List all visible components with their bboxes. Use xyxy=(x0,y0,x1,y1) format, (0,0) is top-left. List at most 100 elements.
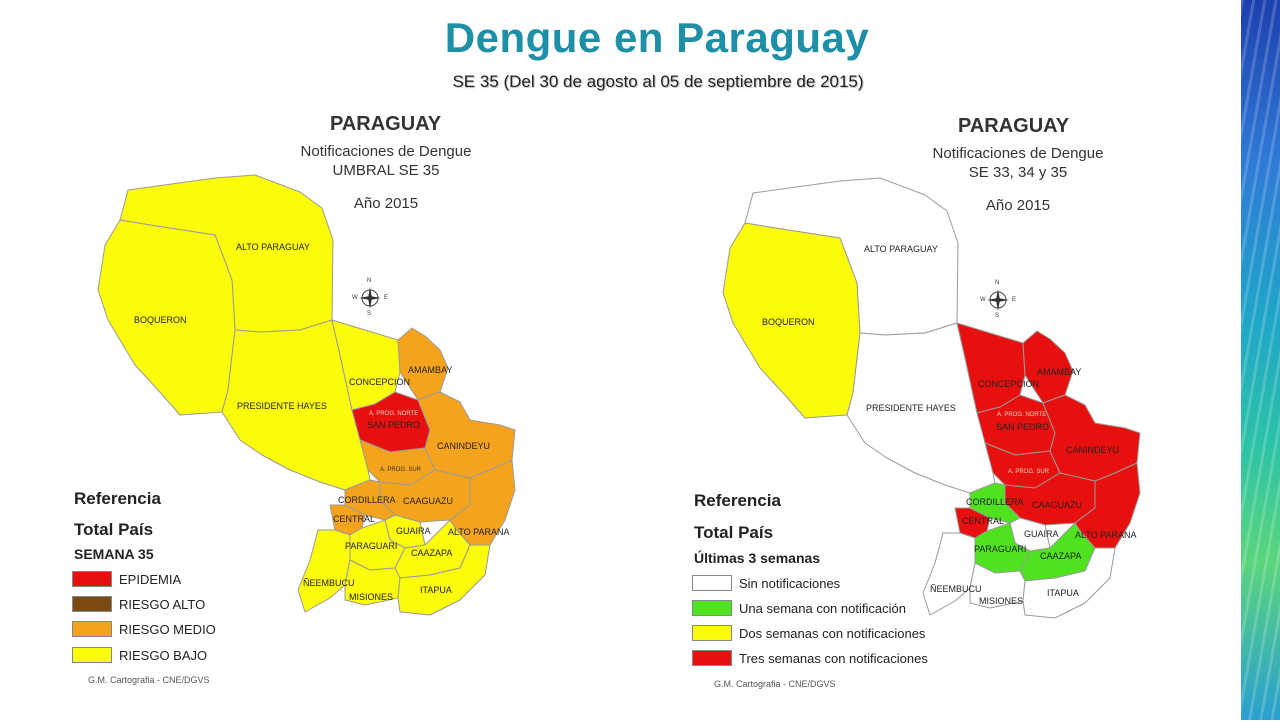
label-central: CENTRAL xyxy=(962,516,1005,526)
map-left-credit: G.M. Cartografia - CNE/DGVS xyxy=(88,675,210,685)
map-left-total-title: Total País xyxy=(74,520,154,539)
map-right-line1: Notificaciones de Dengue xyxy=(932,145,1104,162)
legend-swatch xyxy=(692,575,732,591)
legend-item: EPIDEMIA xyxy=(72,571,181,587)
label-san-pedro: SAN PEDRO xyxy=(996,422,1050,432)
label-concepcion: CONCEPCION xyxy=(349,377,411,387)
legend-swatch xyxy=(72,621,112,637)
page-title: Dengue en Paraguay xyxy=(444,14,870,61)
label-alto-paraguay: ALTO PARAGUAY xyxy=(864,244,938,254)
compass-n-label: N xyxy=(995,280,1000,286)
label-paraguari: PARAGUARI xyxy=(345,541,398,551)
map-left-line2: UMBRAL SE 35 xyxy=(332,162,440,179)
map-right-total-title: Total País xyxy=(694,523,774,542)
region-boqueron xyxy=(722,222,861,419)
label-paraguari: PARAGUARI xyxy=(974,544,1027,554)
map-left-year: Año 2015 xyxy=(353,195,419,212)
map-left-week-title: SEMANA 35 xyxy=(74,546,154,562)
label-a-prog-sur: A. PROG. SUR xyxy=(380,467,422,473)
label-boqueron: BOQUERON xyxy=(762,317,815,327)
label-canindeyu: CANINDEYU xyxy=(437,441,491,451)
label-guaira: GUAIRA xyxy=(396,526,431,536)
legend-item: RIESGO ALTO xyxy=(72,596,205,612)
label-misiones: MISIONES xyxy=(349,592,394,602)
legend-label: Dos semanas con notificaciones xyxy=(739,625,926,641)
map-right-country: PARAGUAY xyxy=(958,115,1070,137)
legend-swatch xyxy=(72,596,112,612)
legend-swatch xyxy=(692,625,732,641)
legend-label: EPIDEMIA xyxy=(119,571,182,587)
region-itapua xyxy=(1022,547,1116,619)
decorative-side-stripe xyxy=(1241,0,1280,720)
label-central: CENTRAL xyxy=(333,514,376,524)
label-a-prog-sur: A. PROG. SUR xyxy=(1008,469,1050,475)
label-amambay: AMAMBAY xyxy=(1037,367,1082,377)
map-left-country: PARAGUAY xyxy=(330,113,442,135)
label-alto-parana: ALTO PARANA xyxy=(448,527,510,537)
legend-item: Dos semanas con notificaciones xyxy=(692,625,925,641)
legend-item: Una semana con notificación xyxy=(692,600,906,616)
label-a-prog-norte: A. PROG. NORTE xyxy=(369,411,419,417)
legend-label: Una semana con notificación xyxy=(739,600,906,616)
map-right-credit: G.M. Cartografia - CNE/DGVS xyxy=(714,679,836,689)
map-right-regions xyxy=(722,177,1141,619)
legend-swatch xyxy=(72,571,112,587)
label-caaguazu: CAAGUAZU xyxy=(403,496,454,506)
label-presidente-hayes: PRESIDENTE HAYES xyxy=(866,403,956,413)
compass-s-label: S xyxy=(367,311,372,317)
compass-icon xyxy=(987,289,1009,311)
label-a-prog-norte: A. PROG. NORTE xyxy=(997,412,1047,418)
label-cordillera: CORDILLERA xyxy=(966,497,1024,507)
compass-e-label: E xyxy=(1012,297,1017,303)
compass-s-label: S xyxy=(995,313,1000,319)
label-misiones: MISIONES xyxy=(979,596,1024,606)
legend-item: Tres semanas con notificaciones xyxy=(692,650,928,666)
legend-label: Sin notificaciones xyxy=(739,575,841,591)
label-boqueron: BOQUERON xyxy=(134,315,187,325)
map-right-reference-title: Referencia xyxy=(694,491,781,510)
label-presidente-hayes: PRESIDENTE HAYES xyxy=(237,401,327,411)
page-subtitle: SE 35 (Del 30 de agosto al 05 de septiem… xyxy=(452,72,864,91)
label-canindeyu: CANINDEYU xyxy=(1066,445,1120,455)
legend-label: RIESGO MEDIO xyxy=(119,621,216,637)
label-caazapa: CAAZAPA xyxy=(1040,551,1082,561)
map-right-year: Año 2015 xyxy=(985,197,1051,214)
legend-swatch xyxy=(692,650,732,666)
label-neembucu: ÑEEMBUCU xyxy=(303,578,355,588)
compass-rose-left: N S W E xyxy=(352,278,388,318)
label-amambay: AMAMBAY xyxy=(408,365,453,375)
label-alto-paraguay: ALTO PARAGUAY xyxy=(236,242,310,252)
map-left-reference-title: Referencia xyxy=(74,489,161,508)
label-alto-parana: ALTO PARANA xyxy=(1075,530,1137,540)
label-san-pedro: SAN PEDRO xyxy=(367,420,421,430)
region-neembucu xyxy=(922,532,976,616)
legend-item: RIESGO BAJO xyxy=(72,647,207,663)
label-cordillera: CORDILLERA xyxy=(338,495,396,505)
legend-item: RIESGO MEDIO xyxy=(72,621,216,637)
legend-label: RIESGO BAJO xyxy=(119,647,208,663)
legend-label: Tres semanas con notificaciones xyxy=(739,650,928,666)
map-left-line1: Notificaciones de Dengue xyxy=(300,143,472,160)
map-right-week-title: Últimas 3 semanas xyxy=(694,550,821,566)
label-caazapa: CAAZAPA xyxy=(411,548,453,558)
region-itapua xyxy=(397,544,491,616)
label-caaguazu: CAAGUAZU xyxy=(1032,500,1083,510)
map-left-regions xyxy=(97,174,516,616)
compass-n-label: N xyxy=(367,278,372,284)
label-neembucu: ÑEEMBUCU xyxy=(930,584,982,594)
label-concepcion: CONCEPCION xyxy=(978,379,1040,389)
legend-swatch xyxy=(692,600,732,616)
legend-item: Sin notificaciones xyxy=(692,575,840,591)
map-right-heading: Notificaciones de Dengue SE 33, 34 y 35 xyxy=(912,144,1124,182)
map-right-line2: SE 33, 34 y 35 xyxy=(968,164,1068,181)
region-amambay xyxy=(1022,330,1074,404)
legend-swatch xyxy=(72,647,112,663)
compass-rose-right: N S W E xyxy=(980,280,1016,320)
map-left-heading: Notificaciones de Dengue UMBRAL SE 35 xyxy=(280,142,492,180)
label-itapua: ITAPUA xyxy=(1047,588,1079,598)
compass-e-label: E xyxy=(384,295,389,301)
map-left-svg xyxy=(97,174,516,616)
region-boqueron xyxy=(97,219,236,416)
map-right-svg xyxy=(722,177,1141,619)
compass-icon xyxy=(359,287,381,309)
